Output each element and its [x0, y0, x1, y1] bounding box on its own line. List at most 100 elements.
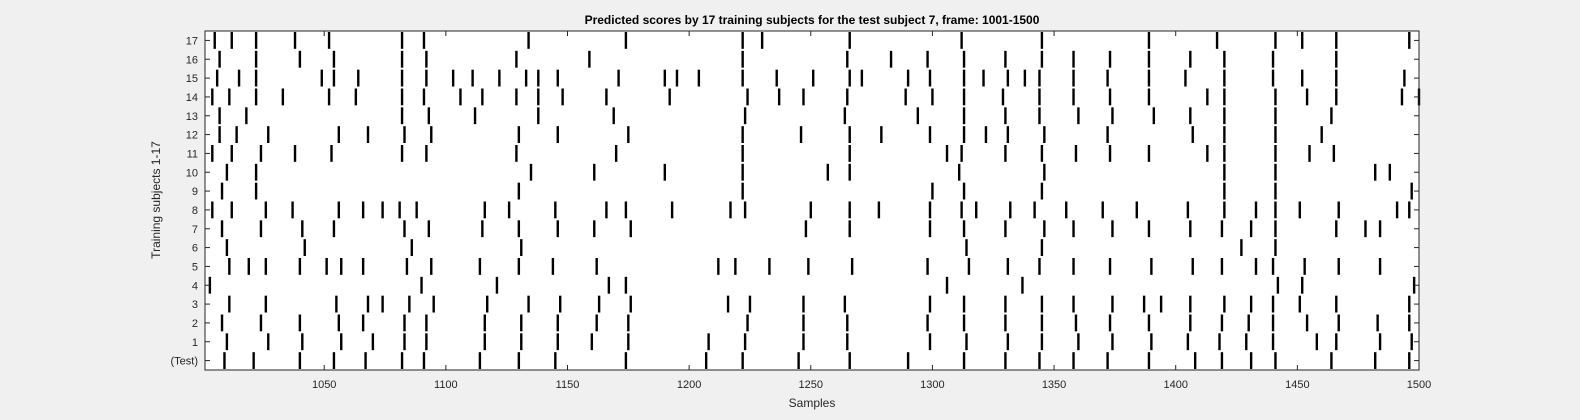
- spike-mark: [1240, 239, 1243, 256]
- spike-mark: [848, 145, 851, 162]
- spike-mark: [775, 69, 778, 87]
- spike-mark: [1106, 126, 1109, 143]
- chart-title: Predicted scores by 17 training subjects…: [585, 13, 1040, 27]
- spike-mark: [405, 258, 409, 275]
- y-tick-label: 2: [192, 318, 198, 330]
- spike-mark: [1184, 69, 1187, 87]
- spike-mark: [366, 126, 370, 143]
- spike-mark: [627, 126, 630, 143]
- spike-mark: [928, 201, 932, 219]
- spike-mark: [235, 126, 238, 143]
- spike-mark: [254, 69, 258, 87]
- spike-mark: [361, 314, 365, 332]
- spike-mark: [498, 69, 501, 87]
- spike-mark: [1408, 352, 1411, 369]
- spike-mark: [962, 314, 966, 332]
- spike-mark: [668, 88, 671, 106]
- x-tick-label: 1450: [1285, 379, 1309, 391]
- spike-mark: [561, 88, 564, 106]
- spike-mark: [259, 314, 263, 332]
- spike-mark: [1040, 32, 1044, 49]
- spike-mark: [1335, 295, 1338, 313]
- spike-mark: [846, 314, 849, 332]
- spike-mark: [556, 333, 559, 351]
- spike-mark: [1065, 201, 1068, 219]
- spike-mark: [1223, 88, 1226, 106]
- spike-mark: [332, 50, 336, 68]
- spike-mark: [928, 69, 932, 87]
- spike-mark: [301, 333, 304, 351]
- spike-mark: [1223, 107, 1226, 125]
- spike-mark: [247, 258, 250, 275]
- spike-mark: [729, 201, 732, 219]
- spike-mark: [1274, 126, 1277, 143]
- spike-mark: [1191, 258, 1194, 275]
- spike-mark: [254, 50, 258, 68]
- spike-mark: [481, 88, 484, 106]
- spike-mark: [965, 333, 968, 351]
- spike-mark: [670, 201, 674, 219]
- spike-mark: [254, 163, 258, 181]
- spike-mark: [1038, 352, 1041, 369]
- spike-mark: [517, 220, 521, 238]
- spike-mark: [984, 126, 988, 143]
- y-tick-label: 7: [192, 224, 198, 236]
- spike-mark: [213, 32, 216, 49]
- spike-mark: [597, 295, 601, 313]
- y-tick-label: 3: [192, 299, 198, 311]
- spike-mark: [777, 88, 781, 106]
- spike-mark: [1247, 314, 1250, 332]
- spike-mark: [843, 295, 847, 313]
- spike-mark: [473, 107, 477, 125]
- spike-mark: [381, 201, 384, 219]
- spike-mark: [327, 32, 331, 49]
- spike-mark: [1072, 88, 1075, 106]
- spike-mark: [848, 201, 851, 219]
- spike-mark: [1043, 126, 1046, 143]
- spike-mark: [267, 333, 270, 351]
- spike-mark: [1038, 258, 1041, 275]
- spike-mark: [1274, 107, 1277, 125]
- spike-mark: [1189, 314, 1192, 332]
- spike-mark: [237, 69, 241, 87]
- spike-mark: [928, 126, 932, 143]
- spike-mark: [556, 220, 559, 238]
- spike-mark: [848, 32, 851, 49]
- spike-mark: [320, 69, 323, 87]
- spike-mark: [612, 107, 615, 125]
- spike-mark: [1274, 145, 1277, 162]
- spike-mark: [366, 295, 370, 313]
- spike-mark: [427, 107, 431, 125]
- y-tick-label: 9: [192, 186, 198, 198]
- spike-mark: [734, 258, 737, 275]
- spike-mark: [1038, 69, 1041, 87]
- spike-mark: [962, 126, 966, 143]
- spike-mark: [1410, 182, 1413, 200]
- spike-mark: [332, 220, 336, 238]
- axes-frame: [204, 30, 1420, 371]
- spike-mark: [1108, 145, 1112, 162]
- spike-mark: [748, 295, 752, 313]
- spike-mark: [629, 220, 632, 238]
- spike-mark: [1220, 258, 1224, 275]
- spike-mark: [607, 276, 611, 294]
- spike-mark: [451, 69, 455, 87]
- spike-mark: [1191, 126, 1194, 143]
- spike-mark: [848, 352, 851, 369]
- spike-mark: [218, 126, 221, 143]
- spike-mark: [1408, 32, 1411, 49]
- spike-mark: [1276, 276, 1280, 294]
- spike-mark: [1021, 276, 1024, 294]
- spike-mark: [593, 220, 596, 238]
- spike-mark: [1004, 220, 1007, 238]
- spike-mark: [843, 107, 847, 125]
- spike-mark: [1308, 145, 1311, 162]
- spike-mark: [1150, 333, 1153, 351]
- spike-mark: [1298, 201, 1301, 219]
- spike-mark: [478, 258, 482, 275]
- spike-mark: [1254, 258, 1258, 275]
- y-tick-label: 11: [187, 148, 198, 160]
- spike-mark: [1077, 107, 1080, 125]
